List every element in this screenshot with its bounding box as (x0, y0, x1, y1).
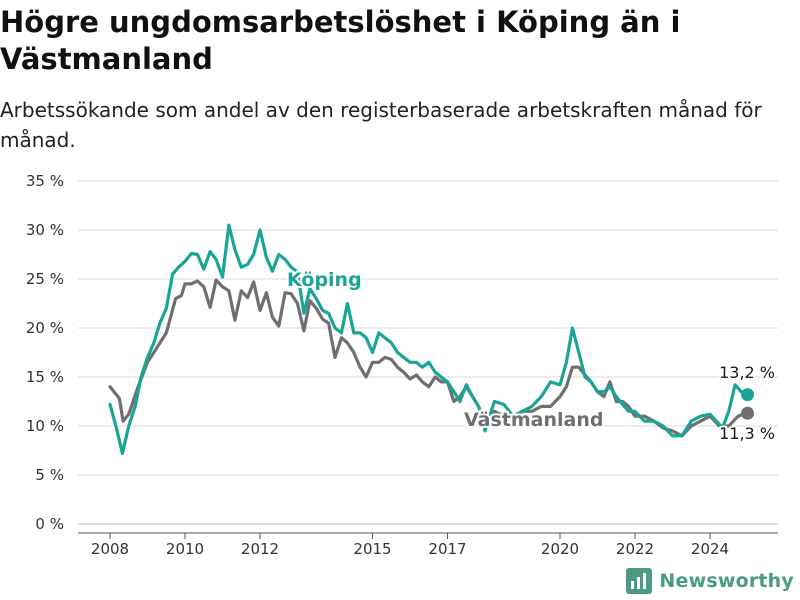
y-tick-label: 30 % (26, 221, 64, 239)
end-value-label-vastmanland: 11,3 %11,3 % (717, 422, 777, 445)
x-tick-label: 2020 (541, 540, 579, 558)
newsworthy-logo[interactable]: Newsworthy (626, 568, 794, 594)
x-axis: 2008 2010 2012 2015 2017 2020 2022 2024 (78, 532, 778, 558)
x-tick-label: 2017 (428, 540, 466, 558)
y-tick-label: 5 % (35, 466, 64, 484)
x-tick-label: 2008 (91, 540, 129, 558)
y-tick-label: 0 % (35, 515, 64, 533)
x-tick-label: 2010 (166, 540, 204, 558)
chart-title: Högre ungdomsarbetslöshet i Köping än i … (0, 5, 681, 76)
y-tick-label: 35 % (26, 172, 64, 190)
end-value-label-vastmanland-text: 11,3 % (719, 424, 775, 443)
end-value-label-koping-text: 13,2 % (719, 363, 775, 382)
y-tick-label: 10 % (26, 417, 64, 435)
newsworthy-brand-text: Newsworthy (659, 570, 794, 592)
series-line-k-ping (108, 223, 750, 455)
y-tick-label: 15 % (26, 368, 64, 386)
series-label-koping-text: Köping (287, 269, 362, 291)
series-line-v-stmanland (108, 278, 750, 438)
y-tick-label: 20 % (26, 319, 64, 337)
newsworthy-logo-icon (626, 568, 653, 594)
x-tick-label: 2022 (616, 540, 654, 558)
grid-lines (78, 180, 778, 525)
end-point-k-ping (741, 388, 754, 402)
chart-subtitle: Arbetssökande som andel av den registerb… (0, 98, 762, 152)
x-tick-label: 2024 (691, 540, 729, 558)
series-lines (108, 223, 754, 455)
x-tick-label: 2012 (241, 540, 279, 558)
end-value-label-koping-halo: 13,2 % (719, 363, 775, 382)
y-tick-label: 25 % (26, 270, 64, 288)
series-label-vastmanland-text: Västmanland (464, 409, 604, 431)
series-label-vastmanland-halo: Västmanland (464, 409, 604, 431)
series-label-koping-halo: Köping (287, 269, 362, 291)
y-axis-tick-labels: 0 % 5 % 10 % 15 % 20 % 25 % 30 % 35 % (26, 172, 64, 533)
end-value-label-vastmanland-halo: 11,3 % (719, 424, 775, 443)
end-value-label-koping: 13,2 %13,2 % (717, 361, 777, 384)
end-point-v-stmanland (741, 406, 754, 420)
x-tick-label: 2015 (353, 540, 391, 558)
